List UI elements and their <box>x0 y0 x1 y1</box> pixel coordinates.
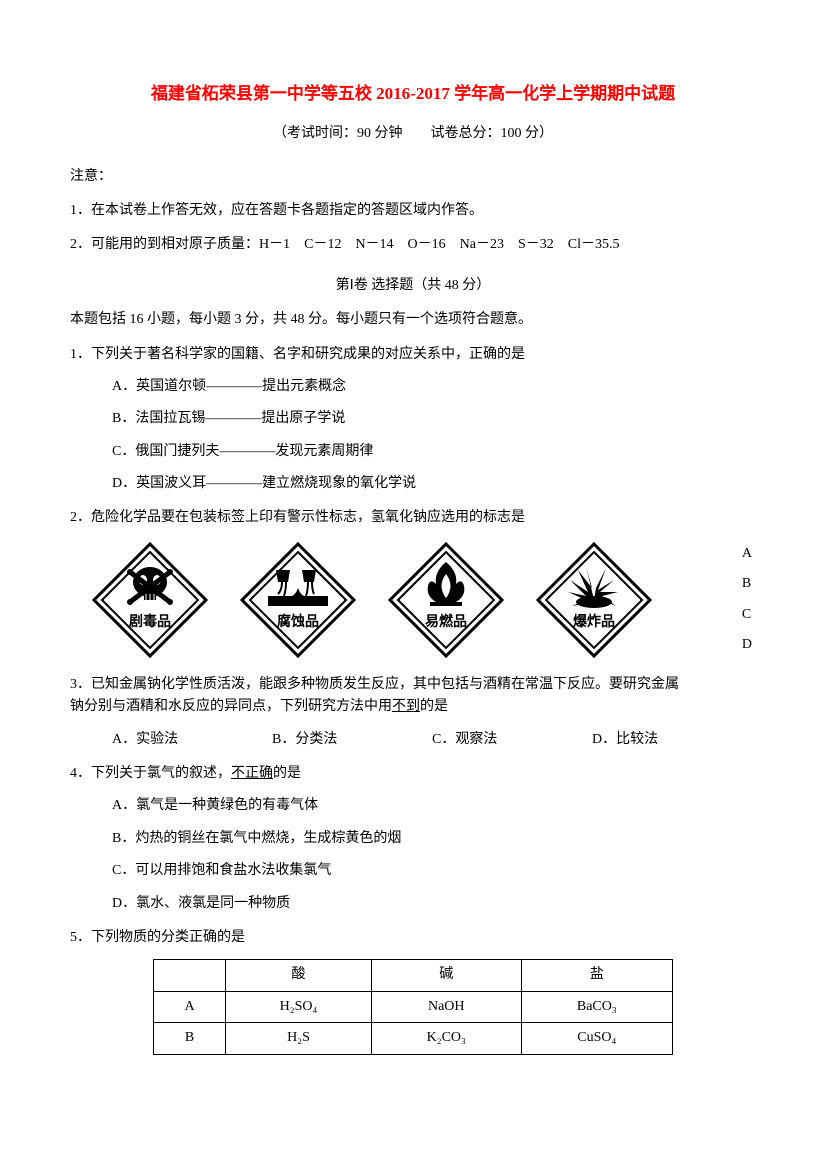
q5-table: 酸 碱 盐 A H₂SO₄ NaOH BaCO₃ B H₂S K₂CO₃ CuS… <box>153 959 673 1054</box>
q4-post: 的是 <box>273 766 301 781</box>
section1-header: 第Ⅰ卷 选择题（共 48 分） <box>70 275 756 297</box>
question-1: 1．下列关于著名科学家的国籍、名字和研究成果的对应关系中，正确的是 A．英国道尔… <box>70 344 756 496</box>
hazard-sign-corrosive: 腐蚀品 <box>238 540 358 660</box>
q4-option-a: A．氯气是一种黄绿色的有毒气体 <box>70 795 756 817</box>
cell-b-acid: H₂S <box>226 1023 372 1054</box>
q1-text: 1．下列关于著名科学家的国籍、名字和研究成果的对应关系中，正确的是 <box>70 344 756 366</box>
hazard-label-toxic: 剧毒品 <box>129 613 171 630</box>
table-row-a: A H₂SO₄ NaOH BaCO₃ <box>154 991 673 1022</box>
hazard-sign-flammable: 易燃品 <box>386 540 506 660</box>
hazard-sign-toxic: 剧毒品 <box>90 540 210 660</box>
hazard-label-explosive: 爆炸品 <box>573 613 615 630</box>
q2-text: 2．危险化学品要在包装标签上印有警示性标志，氢氧化钠应选用的标志是 <box>70 507 756 529</box>
q4-option-c: C．可以用排饱和食盐水法收集氯气 <box>70 860 756 882</box>
q1-option-b: B．法国拉瓦锡————提出原子学说 <box>70 408 756 430</box>
cell-a-salt: BaCO₃ <box>521 991 672 1022</box>
question-5: 5．下列物质的分类正确的是 酸 碱 盐 A H₂SO₄ NaOH BaCO₃ B… <box>70 927 756 1055</box>
th-salt: 盐 <box>521 960 672 991</box>
q2-letter-b: B <box>742 573 752 595</box>
q4-pre: 4．下列关于氯气的叙述， <box>70 766 231 781</box>
hazard-signs: 剧毒品 <box>70 540 654 660</box>
question-4: 4．下列关于氯气的叙述，不正确的是 A．氯气是一种黄绿色的有毒气体 B．灼热的铜… <box>70 763 756 915</box>
q4-text: 4．下列关于氯气的叙述，不正确的是 <box>70 763 756 785</box>
cell-b-label: B <box>154 1023 226 1054</box>
notice-item-1: 1．在本试卷上作答无效，应在答题卡各题指定的答题区域内作答。 <box>70 200 756 222</box>
q3-option-d: D．比较法 <box>592 729 752 751</box>
table-header-row: 酸 碱 盐 <box>154 960 673 991</box>
hazard-label-flammable: 易燃品 <box>425 613 467 630</box>
notice-item-2: 2．可能用的到相对原子质量：H－1 C－12 N－14 O－16 Na－23 S… <box>70 234 756 256</box>
th-acid: 酸 <box>226 960 372 991</box>
cell-a-base: NaOH <box>371 991 521 1022</box>
cell-b-base: K₂CO₃ <box>371 1023 521 1054</box>
q2-letter-a: A <box>742 543 752 565</box>
hazard-label-corrosive: 腐蚀品 <box>277 613 319 630</box>
q5-text: 5．下列物质的分类正确的是 <box>70 927 756 949</box>
question-2: 2．危险化学品要在包装标签上印有警示性标志，氢氧化钠应选用的标志是 <box>70 507 756 659</box>
question-3: 3．已知金属钠化学性质活泼，能跟多种物质发生反应，其中包括与酒精在常温下反应。要… <box>70 674 756 751</box>
q3-line1: 3．已知金属钠化学性质活泼，能跟多种物质发生反应，其中包括与酒精在常温下反应。要… <box>70 677 679 692</box>
hazard-row: 剧毒品 <box>70 540 756 660</box>
q4-option-d: D．氯水、液氯是同一种物质 <box>70 893 756 915</box>
q1-option-a: A．英国道尔顿————提出元素概念 <box>70 376 756 398</box>
exam-title: 福建省柘荣县第一中学等五校 2016-2017 学年高一化学上学期期中试题 <box>70 80 756 107</box>
q3-line2-post: 的是 <box>420 699 448 714</box>
q2-letter-d: D <box>742 634 752 656</box>
hazard-sign-explosive: 爆炸品 <box>534 540 654 660</box>
q3-underline: 不到 <box>392 699 420 714</box>
skull-icon <box>127 567 173 605</box>
cell-a-acid: H₂SO₄ <box>226 991 372 1022</box>
q3-option-c: C．观察法 <box>432 729 592 751</box>
q3-text: 3．已知金属钠化学性质活泼，能跟多种物质发生反应，其中包括与酒精在常温下反应。要… <box>70 674 756 719</box>
th-blank <box>154 960 226 991</box>
q5-table-wrapper: 酸 碱 盐 A H₂SO₄ NaOH BaCO₃ B H₂S K₂CO₃ CuS… <box>70 959 756 1054</box>
q4-option-b: B．灼热的铜丝在氯气中燃烧，生成棕黄色的烟 <box>70 828 756 850</box>
cell-a-label: A <box>154 991 226 1022</box>
hazard-option-letters: A B C D <box>742 543 756 657</box>
cell-b-salt: CuSO₄ <box>521 1023 672 1054</box>
exam-subtitle: （考试时间：90 分钟 试卷总分：100 分） <box>70 123 756 145</box>
q3-option-a: A．实验法 <box>112 729 272 751</box>
notice-label: 注意： <box>70 166 756 188</box>
section1-desc: 本题包括 16 小题，每小题 3 分，共 48 分。每小题只有一个选项符合题意。 <box>70 309 756 331</box>
th-base: 碱 <box>371 960 521 991</box>
q3-option-b: B．分类法 <box>272 729 432 751</box>
q3-options: A．实验法 B．分类法 C．观察法 D．比较法 <box>70 729 756 751</box>
q3-line2-pre: 钠分别与酒精和水反应的异同点，下列研究方法中用 <box>70 699 392 714</box>
q2-letter-c: C <box>742 604 752 626</box>
q4-underline: 不正确 <box>231 766 273 781</box>
table-row-b: B H₂S K₂CO₃ CuSO₄ <box>154 1023 673 1054</box>
q1-option-d: D．英国波义耳————建立燃烧现象的氧化学说 <box>70 473 756 495</box>
q1-option-c: C．俄国门捷列夫————发现元素周期律 <box>70 441 756 463</box>
